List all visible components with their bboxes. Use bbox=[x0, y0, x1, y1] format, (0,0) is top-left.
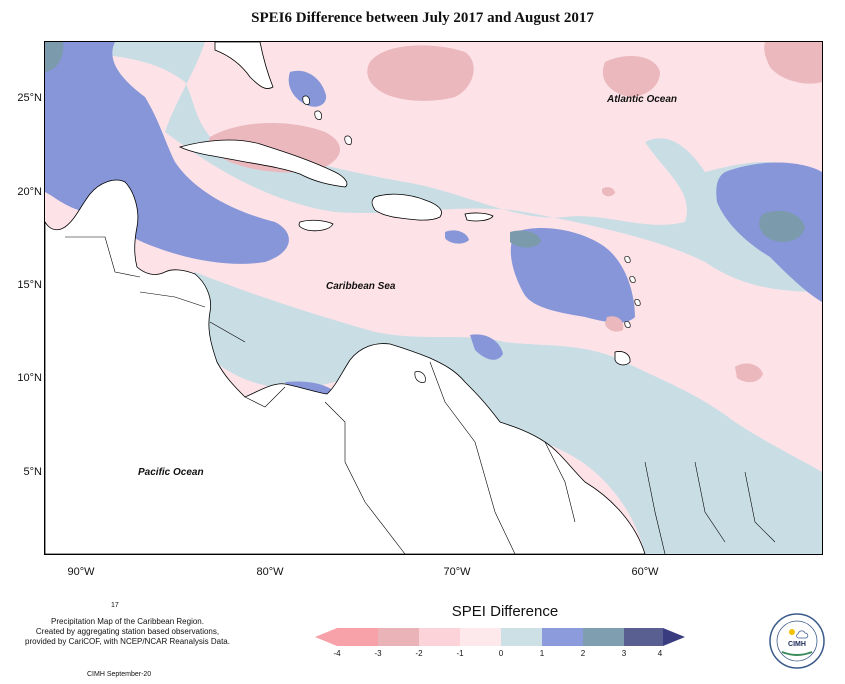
spei-map bbox=[45, 42, 822, 554]
wet-region-venezuela bbox=[470, 334, 503, 360]
dry-region-atlantic-n3 bbox=[764, 42, 822, 84]
lat-label-5: 5°N bbox=[23, 466, 42, 478]
lat-label-25: 25°N bbox=[17, 92, 42, 104]
legend-tick: 2 bbox=[580, 649, 586, 658]
lat-label-10: 10°N bbox=[17, 372, 42, 384]
credit-line-1: Precipitation Map of the Caribbean Regio… bbox=[51, 617, 204, 626]
lon-label-70: 70°W bbox=[443, 566, 471, 578]
legend-bin-3 bbox=[419, 628, 460, 646]
legend-bin-4 bbox=[460, 628, 501, 646]
legend-tick: -1 bbox=[456, 649, 464, 658]
legend-colorbar bbox=[315, 628, 685, 646]
legend-tick: 3 bbox=[621, 649, 627, 658]
neutral-wet-region bbox=[45, 42, 822, 292]
lat-label-15: 15°N bbox=[17, 279, 42, 291]
legend-bin-2 bbox=[378, 628, 419, 646]
legend-bin-1 bbox=[337, 628, 378, 646]
dry-region-spot3 bbox=[605, 316, 624, 332]
dry-region-atlantic-n1 bbox=[367, 45, 474, 101]
wet-mod-atlantic bbox=[759, 210, 805, 242]
legend-tick: -3 bbox=[374, 649, 382, 658]
legend-tick: 4 bbox=[657, 649, 663, 658]
lon-label-80: 80°W bbox=[256, 566, 284, 578]
legend-bin-7 bbox=[583, 628, 624, 646]
cloud-icon bbox=[796, 630, 809, 639]
credit-date: CIMH September-20 bbox=[87, 671, 152, 678]
lon-label-60: 60°W bbox=[631, 566, 659, 578]
wet-mod-lesser bbox=[510, 230, 541, 248]
legend-bin-8 bbox=[624, 628, 663, 646]
credit-text: Precipitation Map of the Caribbean Regio… bbox=[10, 617, 245, 647]
logo-text: CIMH bbox=[788, 641, 806, 648]
wet-region-small bbox=[445, 230, 469, 244]
small-number: 17 bbox=[111, 602, 119, 609]
atlantic-ocean-label: Atlantic Ocean bbox=[607, 94, 678, 105]
credit-line-3: provided by CariCOF, with NCEP/NCAR Rean… bbox=[25, 637, 230, 646]
dry-region-atlantic-n2 bbox=[602, 56, 660, 97]
legend-tick: 1 bbox=[539, 649, 545, 658]
dry-region-spot1 bbox=[735, 363, 763, 383]
map-frame bbox=[44, 41, 823, 555]
wet-mod-corner bbox=[45, 42, 64, 72]
cimh-logo: CIMH bbox=[769, 613, 825, 669]
pacific-ocean-label: Pacific Ocean bbox=[138, 467, 204, 478]
islands bbox=[302, 95, 641, 383]
legend-tick: 0 bbox=[498, 649, 504, 658]
dry-region-spot2 bbox=[602, 187, 615, 197]
map-title: SPEI6 Difference between July 2017 and A… bbox=[251, 10, 594, 26]
neutral-wet-south bbox=[180, 272, 822, 554]
legend-title: SPEI Difference bbox=[451, 603, 559, 620]
wet-region-cuba bbox=[288, 70, 327, 107]
legend-arrow-right bbox=[663, 628, 685, 646]
borders bbox=[65, 236, 776, 554]
legend-tick: -4 bbox=[333, 649, 341, 658]
lon-label-90: 90°W bbox=[67, 566, 95, 578]
land bbox=[45, 42, 646, 554]
legend-bin-6 bbox=[542, 628, 583, 646]
legend-tick: -2 bbox=[415, 649, 423, 658]
sun-icon bbox=[789, 629, 795, 635]
credit-line-2: Created by aggregating station based obs… bbox=[35, 627, 220, 636]
legend-bin-5 bbox=[501, 628, 542, 646]
wet-region-lesser-antilles bbox=[510, 227, 635, 323]
lat-label-20: 20°N bbox=[17, 186, 42, 198]
legend-arrow-left bbox=[315, 628, 337, 646]
caribbean-sea-label: Caribbean Sea bbox=[326, 281, 396, 292]
